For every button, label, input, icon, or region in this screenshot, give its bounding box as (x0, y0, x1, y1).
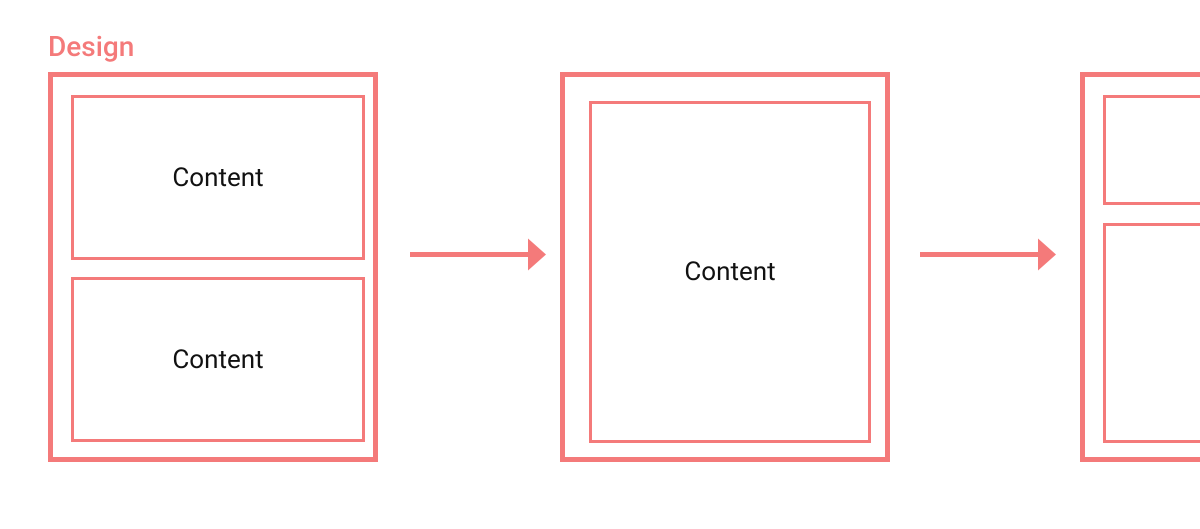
diagram-title: Design (48, 30, 134, 63)
layout-frame-3 (1080, 72, 1200, 462)
content-box: Content (71, 277, 365, 442)
content-box (1103, 223, 1200, 443)
content-box (1103, 95, 1200, 205)
content-label: Content (684, 257, 775, 287)
layout-frame-2: Content (560, 72, 890, 462)
content-box: Content (71, 95, 365, 260)
layout-frame-1: Content Content (48, 72, 378, 462)
content-label: Content (172, 345, 263, 375)
content-label: Content (172, 163, 263, 193)
arrow-right-icon (410, 236, 546, 273)
content-box: Content (589, 101, 871, 443)
arrow-right-icon (920, 236, 1056, 273)
diagram-canvas: Design Content Content Content (0, 0, 1200, 529)
